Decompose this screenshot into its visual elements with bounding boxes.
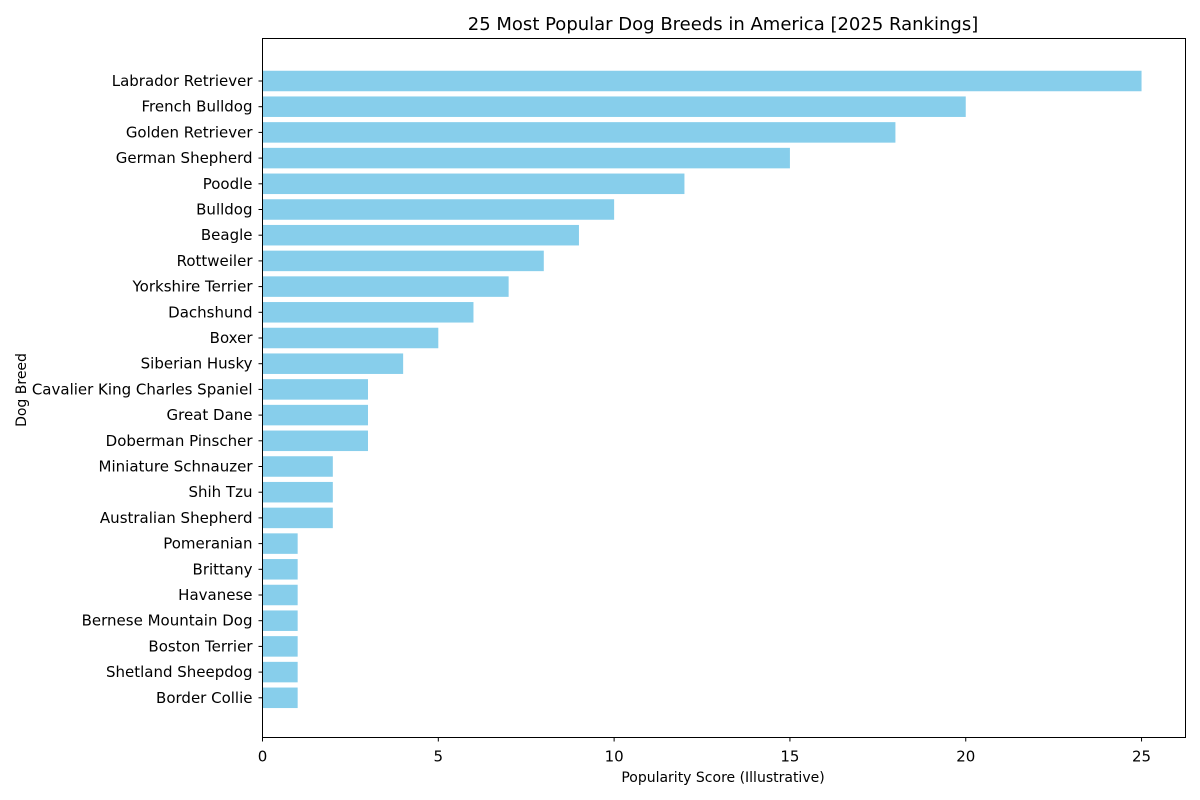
- bar-poodle: [262, 173, 685, 195]
- bar-great-dane: [262, 404, 368, 426]
- bar-border-collie: [262, 687, 298, 709]
- bar-german-shepherd: [262, 147, 790, 169]
- x-tick-label: 15: [780, 748, 799, 766]
- y-tick-label: Shetland Sheepdog: [106, 663, 253, 681]
- plot-frame: [262, 38, 1186, 738]
- y-tick-label: Beagle: [201, 226, 253, 244]
- bar-french-bulldog: [262, 96, 966, 117]
- y-tick-label: Boxer: [210, 329, 254, 347]
- bar-golden-retriever: [262, 122, 896, 143]
- bar-pomeranian: [262, 533, 298, 554]
- bars-layer: [262, 70, 1142, 709]
- y-tick-label: Siberian Husky: [141, 355, 253, 373]
- y-tick-label: Miniature Schnauzer: [99, 458, 254, 476]
- x-tick-label: 10: [605, 748, 624, 766]
- y-tick-label: Rottweiler: [177, 252, 254, 270]
- y-axis-ticks: Labrador Retriever French Bulldog Golden R…: [32, 72, 263, 707]
- bar-shetland-sheepdog: [262, 661, 298, 683]
- bar-bulldog: [262, 199, 615, 220]
- y-tick-label: Poodle: [203, 175, 253, 193]
- bar-siberian-husky: [262, 353, 404, 374]
- y-tick-label: Havanese: [178, 586, 252, 604]
- y-tick-label: Shih Tzu: [188, 483, 252, 501]
- bar-australian-shepherd: [262, 507, 333, 529]
- y-axis-label: Dog Breed: [14, 353, 30, 427]
- y-tick-label: Bernese Mountain Dog: [82, 612, 253, 630]
- bar-bernese-mountain-dog: [262, 610, 298, 631]
- y-tick-label: German Shepherd: [116, 149, 253, 167]
- y-tick-label: Great Dane: [166, 406, 252, 424]
- y-tick-label: Boston Terrier: [148, 637, 253, 655]
- bar-beagle: [262, 224, 579, 246]
- y-tick-label: Pomeranian: [163, 535, 252, 553]
- x-axis-label: Popularity Score (Illustrative): [621, 770, 824, 786]
- x-tick-label: 25: [1132, 748, 1151, 766]
- chart-title: 25 Most Popular Dog Breeds in America [2…: [468, 14, 978, 35]
- y-tick-label: Border Collie: [156, 689, 252, 707]
- bar-boxer: [262, 327, 439, 349]
- y-tick-label: Yorkshire Terrier: [132, 278, 254, 296]
- bar-doberman-pinscher: [262, 430, 368, 452]
- bar-brittany: [262, 559, 298, 580]
- y-tick-label: Australian Shepherd: [100, 509, 253, 527]
- bar-rottweiler: [262, 250, 544, 272]
- y-tick-label: Labrador Retriever: [112, 72, 254, 90]
- y-tick-label: Dachshund: [168, 303, 252, 321]
- bar-labrador-retriever: [262, 70, 1142, 92]
- x-tick-label: 5: [434, 748, 444, 766]
- y-tick-label: Brittany: [193, 560, 253, 578]
- bar-shih-tzu: [262, 481, 333, 503]
- x-tick-label: 20: [956, 748, 975, 766]
- bar-havanese: [262, 584, 298, 606]
- y-tick-label: Cavalier King Charles Spaniel: [32, 380, 253, 398]
- y-tick-label: French Bulldog: [142, 98, 253, 116]
- y-tick-label: Golden Retriever: [126, 123, 254, 141]
- y-tick-label: Doberman Pinscher: [106, 432, 254, 450]
- bar-yorkshire-terrier: [262, 276, 509, 297]
- bar-miniature-schnauzer: [262, 456, 333, 477]
- bar-dachshund: [262, 302, 474, 323]
- bar-cavalier-king-charles-spaniel: [262, 379, 368, 400]
- bar-boston-terrier: [262, 636, 298, 657]
- y-tick-label: Bulldog: [196, 201, 252, 219]
- x-tick-label: 0: [258, 748, 268, 766]
- x-axis-ticks: 0 5 10 15 20 25: [258, 737, 1151, 766]
